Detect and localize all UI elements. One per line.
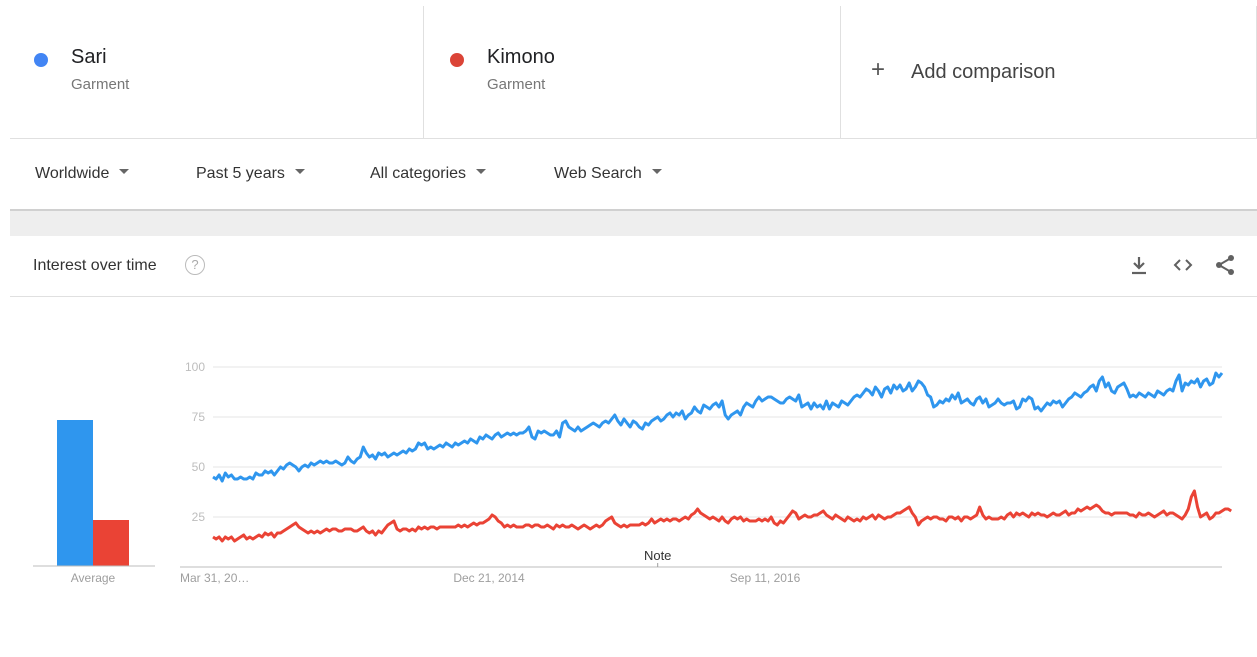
y-tick-label: 25	[192, 510, 206, 524]
add-comparison-label: Add comparison	[911, 61, 1056, 84]
average-label: Average	[71, 571, 116, 585]
search-type-dropdown[interactable]: Web Search	[554, 165, 662, 183]
series-line-kimono	[213, 491, 1231, 541]
caret-down-icon	[652, 169, 662, 174]
series-color-dot	[450, 53, 464, 67]
x-tick-label: Mar 31, 20…	[180, 571, 249, 585]
time-range-label: Past 5 years	[196, 165, 285, 182]
term-name: Sari	[71, 46, 107, 69]
y-tick-label: 50	[192, 460, 206, 474]
section-divider	[10, 211, 1257, 236]
region-label: Worldwide	[35, 165, 109, 182]
y-tick-label: 100	[185, 360, 205, 374]
category-label: All categories	[370, 165, 466, 182]
x-tick-label: Sep 11, 2016	[730, 571, 801, 585]
y-tick-label: 75	[192, 410, 206, 424]
average-bar-sari	[57, 420, 93, 566]
series-line-sari	[213, 373, 1222, 481]
note-label: Note	[644, 548, 671, 563]
search-type-label: Web Search	[554, 165, 642, 182]
average-bar-chart: Average	[30, 340, 165, 590]
term-name: Kimono	[487, 46, 555, 69]
card-title: Interest over time	[33, 257, 157, 275]
caret-down-icon	[476, 169, 486, 174]
embed-icon[interactable]	[1171, 253, 1195, 277]
share-icon[interactable]	[1213, 253, 1237, 277]
series-color-dot	[34, 53, 48, 67]
download-icon[interactable]	[1127, 253, 1151, 277]
term-type: Garment	[487, 76, 545, 93]
filter-bar: Worldwide Past 5 years All categories We…	[10, 139, 1257, 211]
term-type: Garment	[71, 76, 129, 93]
plus-icon: +	[871, 58, 885, 82]
caret-down-icon	[295, 169, 305, 174]
time-range-dropdown[interactable]: Past 5 years	[196, 165, 305, 183]
comparison-terms: Sari Garment Kimono Garment + Add compar…	[10, 6, 1257, 139]
x-tick-label: Dec 21, 2014	[453, 571, 525, 585]
average-bar-kimono	[93, 520, 129, 566]
help-icon[interactable]: ?	[185, 255, 205, 275]
category-dropdown[interactable]: All categories	[370, 165, 486, 183]
term-card-kimono[interactable]: Kimono Garment	[424, 6, 841, 138]
region-dropdown[interactable]: Worldwide	[35, 165, 129, 183]
add-comparison-button[interactable]: + Add comparison	[841, 6, 1257, 138]
term-card-sari[interactable]: Sari Garment	[10, 6, 424, 138]
interest-over-time-header: Interest over time ?	[10, 237, 1257, 297]
caret-down-icon	[119, 169, 129, 174]
